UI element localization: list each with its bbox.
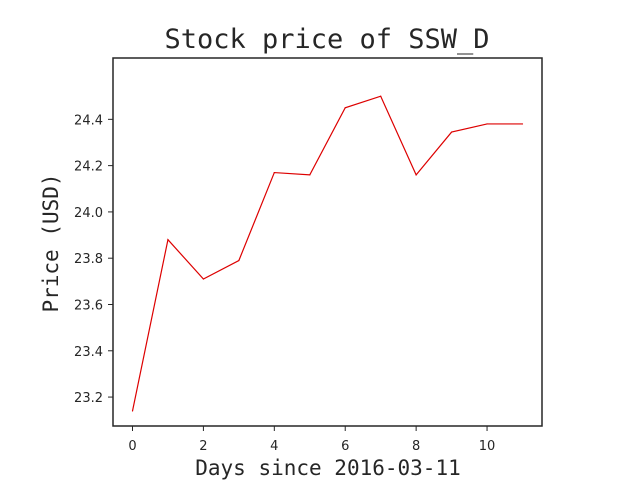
y-tick-label-0: 23.2 (74, 391, 103, 406)
y-axis-label: Price (USD) (39, 173, 63, 312)
y-axis-ticks: 23.2 23.4 23.6 23.8 24.0 24.2 24.4 (74, 113, 113, 406)
data-point-11 (521, 123, 524, 125)
data-point-5 (309, 174, 311, 176)
data-point-3 (238, 259, 240, 262)
data-point-10 (486, 123, 488, 125)
data-point-0 (131, 410, 134, 412)
y-tick-label-4: 24.0 (74, 206, 103, 221)
data-point-7 (380, 95, 382, 97)
plot-frame (112, 57, 543, 427)
data-point-6 (344, 107, 346, 109)
x-tick-label-8: 8 (412, 439, 420, 454)
x-tick-label-2: 2 (199, 439, 207, 454)
x-tick-label-4: 4 (270, 439, 278, 454)
data-point-4 (273, 171, 275, 174)
y-tick-label-3: 23.8 (74, 252, 103, 267)
x-tick-label-0: 0 (128, 439, 136, 454)
data-point-1 (167, 239, 169, 241)
data-point-8 (415, 174, 417, 176)
y-tick-label-2: 23.6 (74, 298, 103, 313)
data-point-9 (450, 131, 453, 133)
y-tick-label-6: 24.4 (74, 113, 103, 128)
y-tick-label-5: 24.2 (74, 160, 103, 175)
series-line-price (131, 95, 523, 412)
data-points (131, 95, 524, 412)
plot-area: 0 2 4 6 8 10 23.2 23.4 23.6 23.8 24.0 24.2 24.4 (74, 57, 543, 454)
x-tick-label-6: 6 (341, 439, 349, 454)
x-axis-label: Days since 2016-03-11 (195, 456, 461, 480)
data-point-2 (202, 278, 205, 280)
chart-title: Stock price of SSW_D (164, 24, 489, 55)
x-tick-label-10: 10 (479, 439, 496, 454)
x-axis-ticks: 0 2 4 6 8 10 (128, 426, 495, 454)
y-tick-label-1: 23.4 (74, 345, 103, 360)
